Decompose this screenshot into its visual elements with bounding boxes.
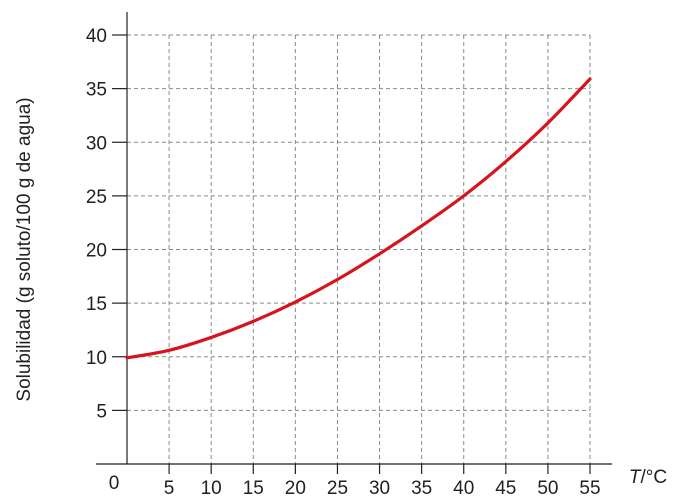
y-tick-label-20: 20 bbox=[86, 241, 107, 262]
x-tick-label-50: 50 bbox=[537, 478, 558, 499]
x-tick-label-45: 45 bbox=[495, 478, 516, 499]
y-tick-label-40: 40 bbox=[86, 26, 107, 47]
y-tick-label-30: 30 bbox=[86, 133, 107, 154]
x-tick-label-15: 15 bbox=[243, 478, 264, 499]
y-tick-label-25: 25 bbox=[86, 187, 107, 208]
chart-axes bbox=[96, 12, 612, 465]
x-tick-label-25: 25 bbox=[327, 478, 348, 499]
y-tick-label-35: 35 bbox=[86, 80, 107, 101]
x-tick-label-5: 5 bbox=[164, 478, 175, 499]
y-tick-label-10: 10 bbox=[86, 348, 107, 369]
x-tick-label-30: 30 bbox=[369, 478, 390, 499]
x-tick-label-10: 10 bbox=[201, 478, 222, 499]
x-axis-title: T/°C bbox=[629, 467, 667, 488]
chart-grid bbox=[127, 34, 591, 464]
x-tick-label-35: 35 bbox=[411, 478, 432, 499]
x-tick-label-55: 55 bbox=[579, 478, 600, 499]
axis-ticks: 5 10 15 20 25 30 35 40 0 5 10 15 20 25 30 35 40 45 50 55 bbox=[86, 26, 601, 499]
x-tick-label-40: 40 bbox=[453, 478, 474, 499]
series-line-0 bbox=[125, 77, 592, 360]
x-tick-label-20: 20 bbox=[285, 478, 306, 499]
y-tick-label-5: 5 bbox=[96, 401, 107, 422]
x-tick-label-0: 0 bbox=[109, 473, 120, 494]
chart-series bbox=[125, 77, 592, 360]
y-tick-label-15: 15 bbox=[86, 294, 107, 315]
y-axis-title: Solubilidad (g soluto/100 g de agua) bbox=[14, 97, 35, 401]
chart-labels: Solubilidad (g soluto/100 g de agua) T/°… bbox=[14, 97, 667, 488]
